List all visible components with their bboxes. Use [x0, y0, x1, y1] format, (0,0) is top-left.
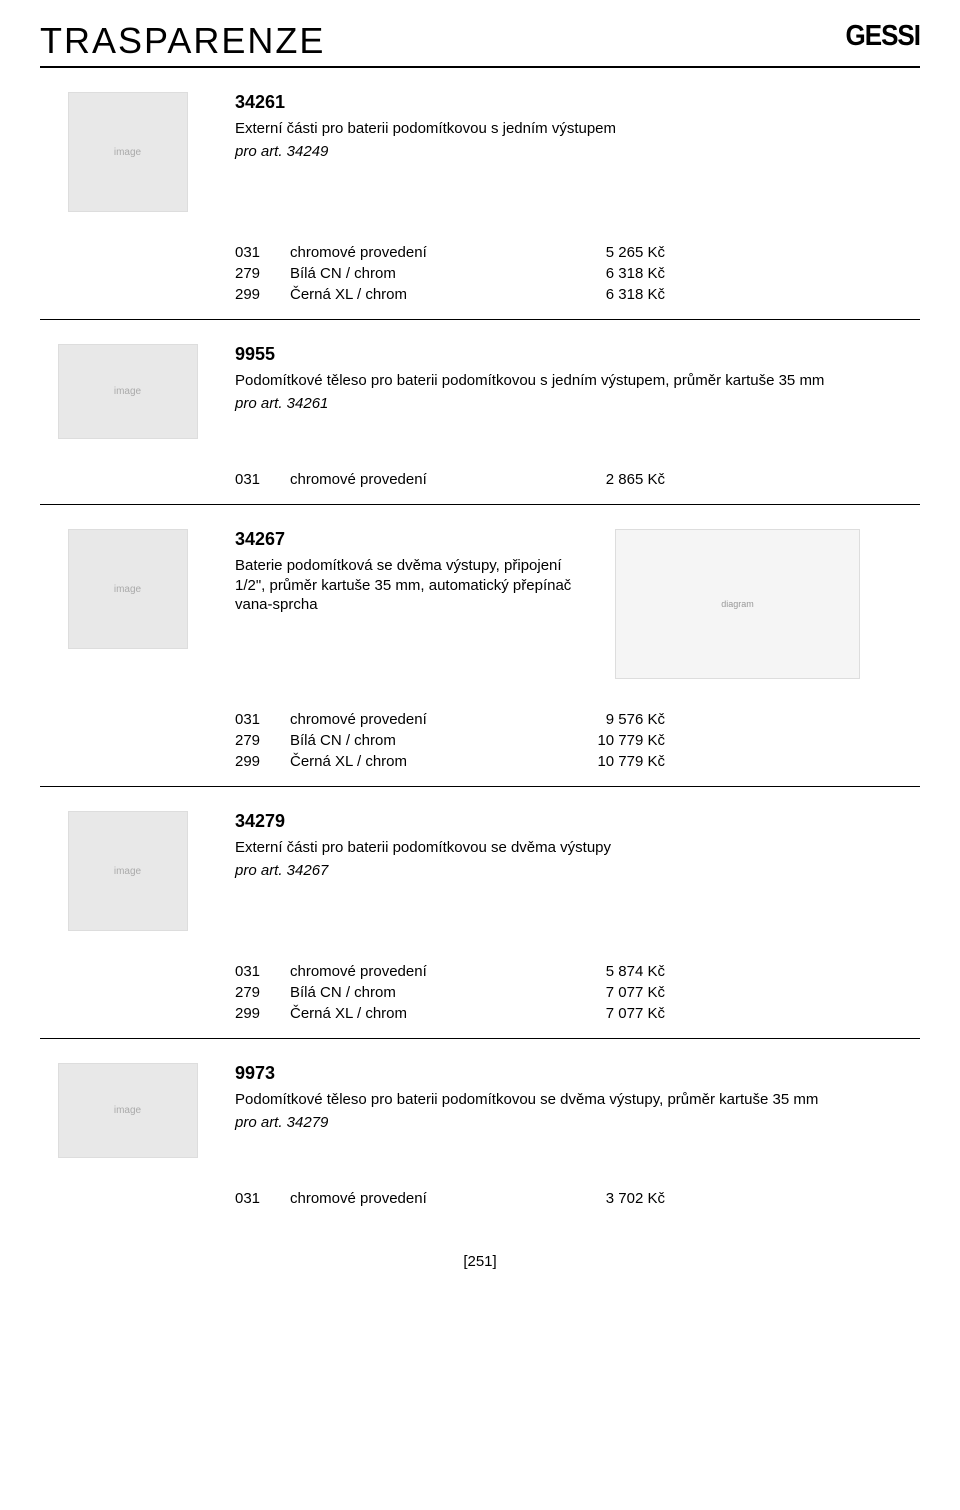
price-row: 031 chromové provedení 9 576 Kč — [235, 709, 665, 730]
price-table: 031 chromové provedení 5 265 Kč 279 Bílá… — [235, 242, 665, 305]
finish-price: 6 318 Kč — [545, 284, 665, 305]
product-desc: Externí části pro baterii podomítkovou s… — [235, 838, 920, 858]
finish-price: 6 318 Kč — [545, 263, 665, 284]
finish-label: Bílá CN / chrom — [290, 730, 545, 751]
price-row: 031 chromové provedení 3 702 Kč — [235, 1188, 665, 1209]
finish-label: chromové provedení — [290, 469, 545, 490]
brand-logo: GESSI — [846, 18, 920, 52]
product-section: image 9973 Podomítkové těleso pro bateri… — [40, 1039, 920, 1223]
finish-code: 299 — [235, 284, 290, 305]
finish-label: chromové provedení — [290, 242, 545, 263]
product-section: image 34267 Baterie podomítková se dvěma… — [40, 505, 920, 787]
page-header: TRASPARENZE GESSI — [40, 20, 920, 68]
image-placeholder-icon: image — [58, 1063, 198, 1158]
product-diagram: diagram — [615, 529, 860, 679]
finish-price: 10 779 Kč — [545, 751, 665, 772]
price-row: 299 Černá XL / chrom 6 318 Kč — [235, 284, 665, 305]
finish-label: chromové provedení — [290, 961, 545, 982]
product-sku: 9973 — [235, 1063, 920, 1084]
finish-price: 7 077 Kč — [545, 1003, 665, 1024]
finish-code: 031 — [235, 469, 290, 490]
finish-code: 279 — [235, 263, 290, 284]
finish-price: 9 576 Kč — [545, 709, 665, 730]
finish-code: 279 — [235, 730, 290, 751]
product-sku: 34279 — [235, 811, 920, 832]
product-desc: Podomítkové těleso pro baterii podomítko… — [235, 1090, 920, 1110]
page-title: TRASPARENZE — [40, 20, 325, 62]
finish-label: chromové provedení — [290, 1188, 545, 1209]
finish-code: 031 — [235, 709, 290, 730]
finish-price: 5 265 Kč — [545, 242, 665, 263]
price-row: 031 chromové provedení 5 265 Kč — [235, 242, 665, 263]
finish-code: 279 — [235, 982, 290, 1003]
finish-price: 2 865 Kč — [545, 469, 665, 490]
product-image: image — [40, 811, 215, 931]
finish-label: chromové provedení — [290, 709, 545, 730]
diagram-placeholder-icon: diagram — [615, 529, 860, 679]
finish-price: 3 702 Kč — [545, 1188, 665, 1209]
image-placeholder-icon: image — [68, 529, 188, 649]
price-table: 031 chromové provedení 2 865 Kč — [235, 469, 665, 490]
finish-code: 031 — [235, 1188, 290, 1209]
finish-price: 7 077 Kč — [545, 982, 665, 1003]
page-number: [251] — [40, 1253, 920, 1270]
finish-code: 031 — [235, 242, 290, 263]
finish-label: Černá XL / chrom — [290, 284, 545, 305]
finish-code: 299 — [235, 751, 290, 772]
product-image: image — [40, 529, 215, 649]
product-ref: pro art. 34267 — [235, 862, 920, 879]
finish-price: 5 874 Kč — [545, 961, 665, 982]
image-placeholder-icon: image — [68, 92, 188, 212]
product-desc: Externí části pro baterii podomítkovou s… — [235, 119, 920, 139]
price-row: 279 Bílá CN / chrom 6 318 Kč — [235, 263, 665, 284]
product-image: image — [40, 92, 215, 212]
price-row: 031 chromové provedení 2 865 Kč — [235, 469, 665, 490]
product-desc: Podomítkové těleso pro baterii podomítko… — [235, 371, 920, 391]
product-sku: 34267 — [235, 529, 595, 550]
image-placeholder-icon: image — [68, 811, 188, 931]
price-row: 299 Černá XL / chrom 7 077 Kč — [235, 1003, 665, 1024]
product-sku: 9955 — [235, 344, 920, 365]
product-section: image 9955 Podomítkové těleso pro bateri… — [40, 320, 920, 505]
price-row: 279 Bílá CN / chrom 7 077 Kč — [235, 982, 665, 1003]
finish-label: Černá XL / chrom — [290, 1003, 545, 1024]
finish-label: Černá XL / chrom — [290, 751, 545, 772]
product-image: image — [40, 344, 215, 439]
product-ref: pro art. 34279 — [235, 1114, 920, 1131]
price-row: 031 chromové provedení 5 874 Kč — [235, 961, 665, 982]
finish-code: 299 — [235, 1003, 290, 1024]
product-sku: 34261 — [235, 92, 920, 113]
image-placeholder-icon: image — [58, 344, 198, 439]
finish-code: 031 — [235, 961, 290, 982]
product-section: image 34261 Externí části pro baterii po… — [40, 68, 920, 320]
product-ref: pro art. 34249 — [235, 143, 920, 160]
product-desc: Baterie podomítková se dvěma výstupy, př… — [235, 556, 595, 615]
product-ref: pro art. 34261 — [235, 395, 920, 412]
price-row: 279 Bílá CN / chrom 10 779 Kč — [235, 730, 665, 751]
finish-label: Bílá CN / chrom — [290, 263, 545, 284]
price-table: 031 chromové provedení 9 576 Kč 279 Bílá… — [235, 709, 665, 772]
product-section: image 34279 Externí části pro baterii po… — [40, 787, 920, 1039]
product-image: image — [40, 1063, 215, 1158]
price-row: 299 Černá XL / chrom 10 779 Kč — [235, 751, 665, 772]
price-table: 031 chromové provedení 5 874 Kč 279 Bílá… — [235, 961, 665, 1024]
finish-price: 10 779 Kč — [545, 730, 665, 751]
finish-label: Bílá CN / chrom — [290, 982, 545, 1003]
price-table: 031 chromové provedení 3 702 Kč — [235, 1188, 665, 1209]
